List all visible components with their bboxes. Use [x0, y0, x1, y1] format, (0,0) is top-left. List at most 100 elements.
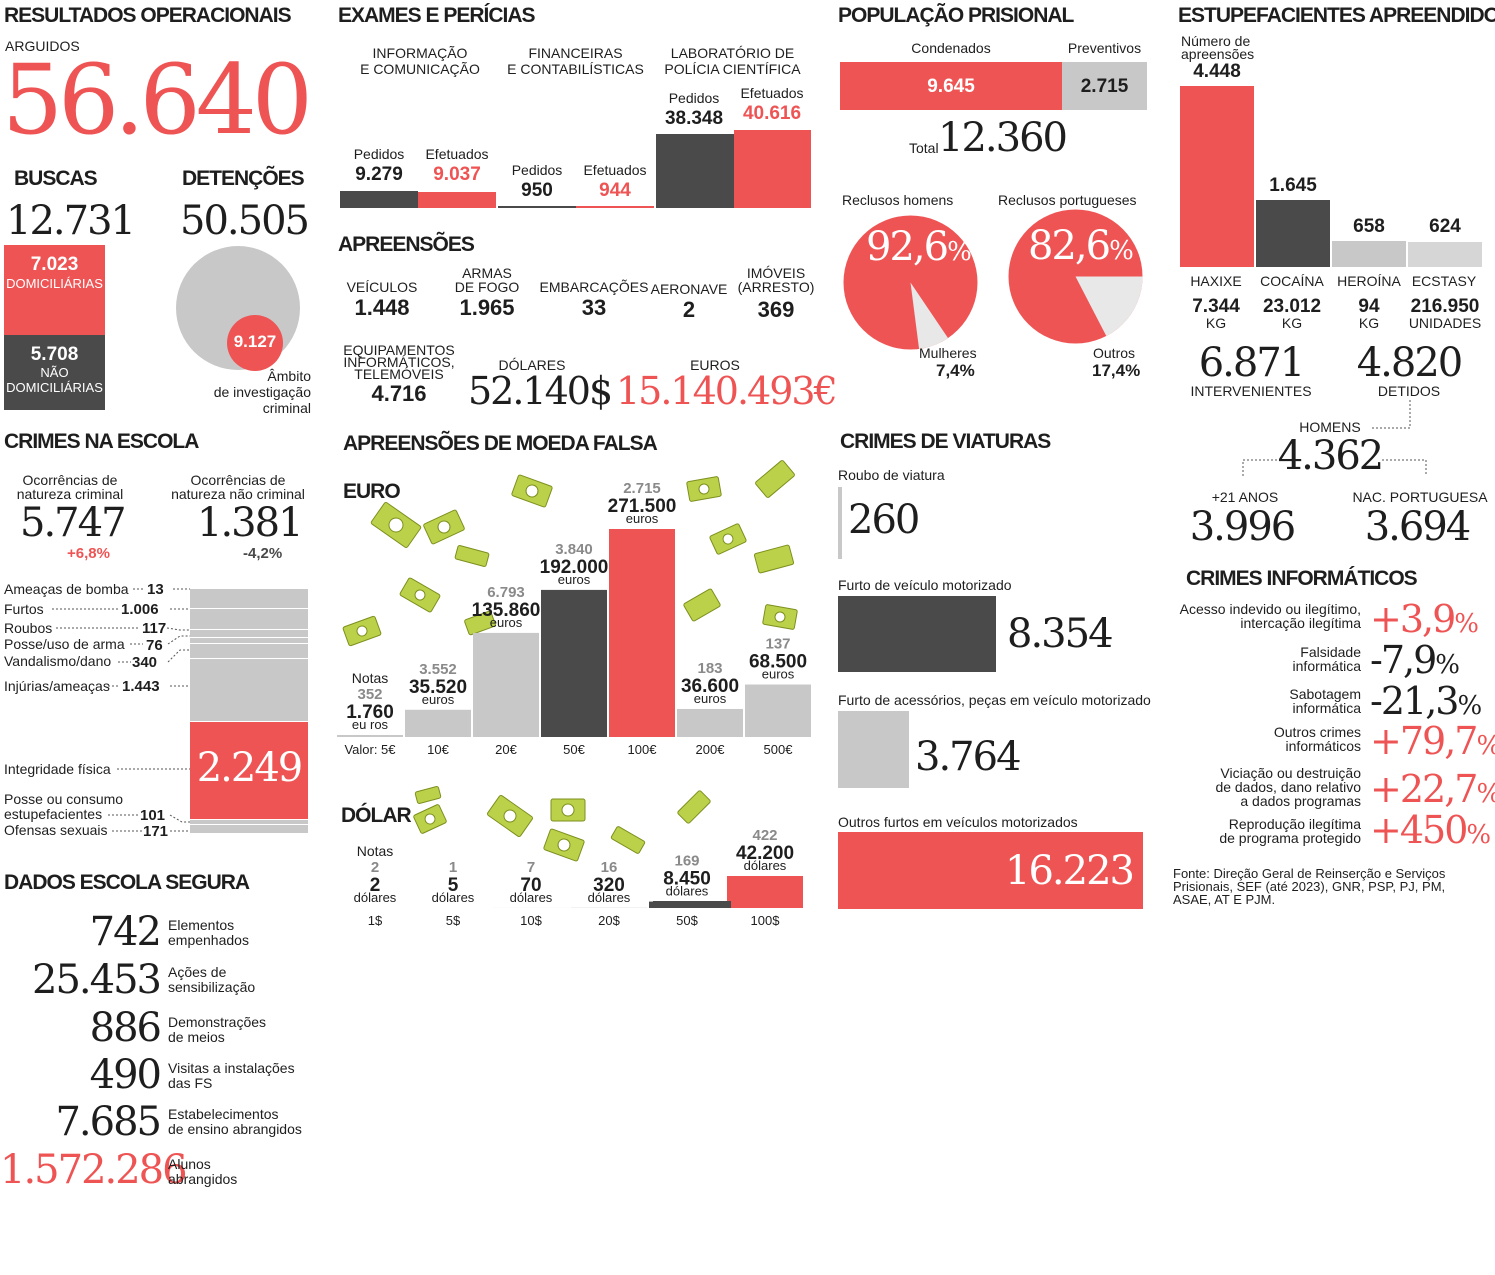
escola-crim-label: Ocorrências de natureza criminal	[4, 473, 136, 501]
intervenientes-label: INTERVENIENTES	[1190, 383, 1312, 399]
escola-ofensas-value: 171	[143, 823, 169, 840]
money-bar-3	[541, 589, 607, 737]
money-notes-label-2: 6.793	[487, 584, 525, 601]
viatura-1-label: Furto de veículo motorizado	[838, 577, 1012, 593]
escola-nao-l1: Ocorrências de	[190, 472, 286, 488]
exames-g2-t1: FINANCEIRAS	[528, 45, 623, 61]
dolar-chart: dólares221$dólares515$dólares70710$dólar…	[337, 827, 803, 928]
drug-0-unit: KG	[1205, 315, 1227, 331]
apreensoes-title: APREENSÕES	[338, 233, 475, 256]
es-label-4: Estabelecimentos de ensino abrangidos	[168, 1107, 302, 1137]
money-value-label-0: 1.760	[346, 702, 394, 723]
apreensao-euros-value: 15.140.493€	[616, 369, 838, 413]
exames-g1-t1: INFORMAÇÃO	[372, 45, 468, 61]
money-notes-label-2: 7	[527, 859, 535, 876]
buscas-total: 12.731	[6, 198, 136, 244]
apreensao-embarcacoes-l2: EMBARCAÇÕES	[539, 279, 649, 295]
inf-label-3-l1: Outros crimes	[1273, 724, 1361, 740]
money-category-0: 1$	[368, 913, 383, 928]
escola-nao-l2: natureza não criminal	[171, 486, 305, 502]
es-label-0-l2: empenhados	[168, 932, 249, 948]
es-label-1-l2: sensibilização	[168, 979, 256, 995]
inf-label-2: Sabotagem informática	[1160, 687, 1361, 715]
reclusos-portugueses-pct-value: 82,6	[1028, 223, 1111, 269]
es-value-2-text: 886	[89, 1005, 162, 1051]
detidos-label: DETIDOS	[1377, 383, 1441, 399]
es-label-2-l1: Demonstrações	[168, 1014, 267, 1030]
escola-segura-title: DADOS ESCOLA SEGURA	[4, 871, 250, 894]
escola-stack-posse-arma	[190, 638, 308, 644]
money-category-6: 500€	[764, 742, 794, 757]
mulheres-pct: 7,4%	[936, 361, 975, 380]
viatura-1-bar	[838, 596, 996, 672]
escola-stack: 2.249	[190, 589, 308, 834]
apreensao-imoveis-l2: (ARRESTO)	[737, 279, 815, 295]
exames-group2-title: FINANCEIRAS E CONTABILÍSTICAS	[498, 45, 653, 77]
inf-value-2-sign: %	[1457, 691, 1482, 721]
estup-apreensoes-l1: Número de	[1181, 33, 1251, 49]
escola-crim-l2: natureza criminal	[16, 486, 124, 502]
money-category-3: 50€	[563, 742, 585, 757]
apreensao-imoveis: IMÓVEIS (ARRESTO) 369	[736, 266, 816, 326]
es-label-0: Elementos empenhados	[168, 918, 249, 948]
money-bar-1	[405, 709, 471, 737]
drug-2-qty: 94	[1358, 296, 1380, 317]
reclusos-portugueses-label: Reclusos portugueses	[998, 192, 1137, 208]
es-value-4-text: 7.685	[55, 1099, 162, 1145]
reclusos-portugueses-pct: 82,6%	[1028, 223, 1134, 269]
reclusos-homens-pct: 92,6%	[866, 227, 972, 267]
apreensao-veiculos-l1	[340, 266, 424, 280]
drug-0-bar	[1180, 86, 1254, 267]
inf-value-0-num: +3,9	[1370, 597, 1456, 641]
money-unit-label-1: euros	[422, 692, 455, 707]
euro-banknote-icon	[753, 544, 795, 574]
money-notes-label-6: 137	[765, 636, 790, 653]
reclusos-mulheres-slice	[910, 282, 948, 349]
ambito-label-3: criminal	[262, 400, 311, 416]
escola-title: CRIMES NA ESCOLA	[4, 430, 199, 453]
detencoes-total: 50.505	[180, 198, 310, 244]
inf-value-4: +22,7%	[1370, 770, 1495, 808]
reclusos-outros-slice	[1075, 276, 1143, 337]
escola-ameacas-value: 13	[147, 581, 164, 598]
money-unit-label-2: dólares	[510, 890, 553, 905]
money-bar-0	[337, 735, 403, 737]
inf-value-3-num: +79,7	[1370, 719, 1478, 763]
reclusos-portugueses-pct-sign: %	[1109, 236, 1134, 266]
fonte-line-2: Prisionais, SEF (até 2023), GNR, PSP, PJ…	[1173, 879, 1446, 894]
buscas-dom-value: 7.023	[30, 254, 79, 275]
apreensao-aeronave-l2: AERONAVE	[650, 281, 728, 297]
condenados-bar: 9.645	[840, 62, 1062, 110]
apreensao-embarcacoes: EMBARCAÇÕES 33	[534, 266, 654, 322]
es-label-2: Demonstrações de meios	[168, 1015, 266, 1045]
money-unit-label-5: dólares	[744, 858, 787, 873]
exames-g2-pedidos-bar	[498, 206, 576, 208]
apreensao-veiculos-value: 1.448	[354, 295, 410, 320]
drug-3-qty: 216.950	[1410, 296, 1480, 317]
es-label-4-l2: de ensino abrangidos	[168, 1121, 302, 1137]
money-value-label-3: 320	[593, 875, 625, 896]
homens-label: HOMENS	[1299, 419, 1361, 435]
money-unit-label-4: dólares	[666, 884, 709, 899]
escola-nao-change: -4,2%	[243, 545, 283, 562]
ambito-label-2: de investigação	[213, 384, 311, 400]
inf-label-0-l1: Acesso indevido ou ilegítimo,	[1179, 601, 1361, 617]
escola-ameacas-label: Ameaças de bomba	[4, 581, 129, 597]
money-bar-4	[609, 529, 675, 737]
euro-banknote-icon	[370, 502, 422, 548]
money-value-label-5: 36.600	[681, 676, 739, 697]
exames-g1-efetuados-bar	[418, 192, 496, 208]
es-label-3-l2: das FS	[168, 1075, 213, 1091]
es-value-5: 1.572.286	[0, 1150, 188, 1190]
money-value-label-2: 135.860	[472, 600, 541, 621]
drug-2-count: 658	[1353, 216, 1385, 237]
money-unit-label-3: dólares	[588, 890, 631, 905]
inf-label-0-l2: intercação ilegítima	[1240, 615, 1361, 631]
euro-banknote-icon	[511, 474, 553, 508]
money-notes-label-0: 352	[357, 686, 382, 703]
es-value-5-text: 1.572.286	[0, 1147, 188, 1193]
inf-value-0: +3,9%	[1370, 597, 1479, 641]
money-unit-label-1: dólares	[432, 890, 475, 905]
drug-2-bar	[1332, 241, 1406, 267]
drug-1-count: 1.645	[1269, 175, 1317, 196]
